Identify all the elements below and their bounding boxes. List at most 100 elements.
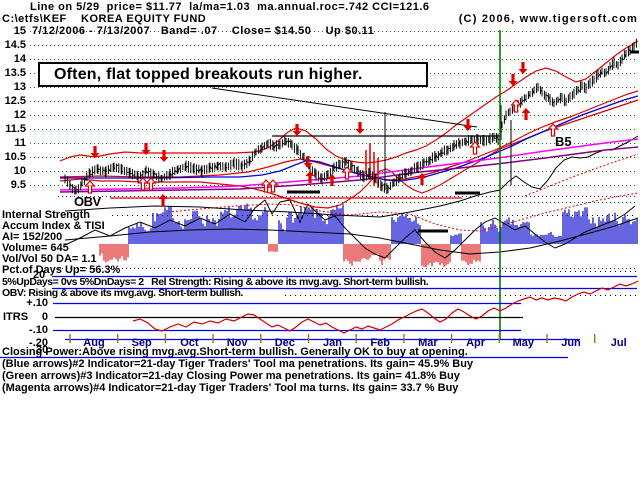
price-close-tick xyxy=(599,71,603,75)
obv-status-line: OBV: Rising & above its mvg.avg. Short-t… xyxy=(2,287,243,299)
sell-arrow-icon xyxy=(141,143,151,155)
itrs-line xyxy=(132,280,639,334)
price-close-tick xyxy=(72,185,75,188)
price-close-tick xyxy=(465,140,469,143)
b5-signal-label: B5 xyxy=(555,134,572,149)
price-close-tick xyxy=(609,65,613,69)
itrs-axis-tick: -.20 xyxy=(29,337,48,349)
month-axis-label: Dec xyxy=(274,337,295,349)
buy-arrow-hollow-icon xyxy=(510,99,522,113)
price-close-tick xyxy=(365,173,369,178)
buy-arrow-hollow-icon xyxy=(84,180,96,194)
price-close-tick xyxy=(244,162,247,166)
price-close-tick xyxy=(321,177,325,180)
header-stats-line: Line on 5/29 price= $11.77 la/ma=1.03 ma… xyxy=(30,1,430,13)
sell-arrow-icon xyxy=(292,124,302,136)
price-close-tick xyxy=(381,184,385,187)
price-close-tick xyxy=(521,99,524,102)
buy-arrow-hollow-icon xyxy=(341,166,353,180)
price-close-tick xyxy=(261,146,265,149)
price-close-tick xyxy=(169,173,173,176)
price-close-tick xyxy=(276,143,279,147)
sell-arrow-icon xyxy=(159,150,169,162)
price-close-tick xyxy=(437,152,441,157)
sell-arrow-icon xyxy=(518,62,528,74)
price-axis-tick: 10.5 xyxy=(4,151,26,163)
buy-arrow-icon xyxy=(417,173,427,185)
month-axis-label: Apr xyxy=(466,337,486,349)
price-close-tick xyxy=(107,168,111,172)
price-axis-tick: 10 xyxy=(13,165,26,177)
sell-arrow-icon xyxy=(508,74,518,86)
buy-arrow-icon xyxy=(305,171,315,183)
price-close-tick xyxy=(405,173,409,176)
file-path-title: C:\etfs\KEF KOREA EQUITY FUND xyxy=(2,13,207,25)
month-axis-label: Jan xyxy=(323,337,342,349)
mid-red-ma xyxy=(59,90,639,181)
price-close-tick xyxy=(273,144,277,149)
price-close-tick xyxy=(177,167,181,171)
blue-ma-line xyxy=(60,95,639,182)
tisi-fast-line xyxy=(64,199,636,259)
price-close-tick xyxy=(557,98,561,102)
month-axis-label: Sep xyxy=(131,337,152,349)
price-axis-tick: 14.5 xyxy=(4,39,26,51)
itrs-axis-tick-remnant: 30 xyxy=(36,344,49,356)
indicator-panel-label: Vol/Vol 50 DA= 1.1 xyxy=(2,253,97,265)
price-close-tick xyxy=(140,174,143,177)
sell-arrow-icon xyxy=(90,146,100,158)
price-close-tick xyxy=(545,94,549,97)
copyright-label: (C) 2006, www.tigersoft.com xyxy=(458,13,638,25)
price-close-tick xyxy=(153,173,156,175)
month-axis-label: May xyxy=(512,337,534,349)
itrs-axis-tick: +.10 xyxy=(26,297,48,309)
month-axis-label: Oct xyxy=(180,337,199,349)
month-axis-label: Jul xyxy=(610,337,627,349)
upper-red-band xyxy=(59,40,639,164)
price-axis-tick: 11 xyxy=(14,137,26,149)
price-close-tick xyxy=(156,176,159,179)
month-axis-label: Jun xyxy=(561,337,581,349)
obv-ma-dotted-line xyxy=(524,153,639,197)
price-close-tick xyxy=(97,168,101,171)
price-close-tick xyxy=(577,88,581,92)
footer-indicator-line: Closing Power:Above rising mvg.avg.Short… xyxy=(2,346,468,358)
price-close-tick xyxy=(83,178,87,182)
price-close-tick xyxy=(408,170,411,174)
indicator-panel-label: Accum Index & TISI xyxy=(2,220,105,232)
accum-ma-dotted-line xyxy=(167,192,639,232)
price-close-tick xyxy=(102,168,105,172)
indicator-panel-label: Internal Strength xyxy=(2,209,91,221)
buy-arrow-hollow-icon xyxy=(267,179,279,193)
obv-line xyxy=(64,135,639,218)
price-close-tick xyxy=(116,164,119,167)
price-close-tick xyxy=(621,57,625,61)
buy-arrow-hollow-icon xyxy=(547,123,559,137)
footer-indicator-line: (Green arrows)#3 Indicator=21-day Closin… xyxy=(2,370,460,382)
price-close-tick xyxy=(342,161,345,163)
indicator-panel-label: AI= 152/200 xyxy=(2,231,63,243)
month-axis-label: Feb xyxy=(370,337,390,349)
price-close-tick xyxy=(246,161,249,163)
price-axis-tick: 15 xyxy=(13,25,26,37)
price-close-tick xyxy=(217,162,221,166)
price-close-tick xyxy=(453,144,457,148)
buy-arrow-icon xyxy=(158,194,168,206)
sell-arrow-icon xyxy=(355,122,365,134)
itrs-axis-tick: -.10 xyxy=(29,324,48,336)
buy-arrow-hollow-icon xyxy=(469,141,481,155)
price-close-tick xyxy=(318,177,321,180)
itrs-axis-tick: 0 xyxy=(41,311,48,323)
price-close-tick xyxy=(399,176,403,179)
price-close-tick xyxy=(214,164,218,169)
buy-arrow-hollow-icon xyxy=(145,177,157,191)
month-axis-label: Aug xyxy=(83,337,105,349)
price-close-tick xyxy=(493,136,497,140)
itrs-pane-label: ITRS xyxy=(3,311,29,323)
price-close-tick xyxy=(174,169,177,173)
sell-arrow-icon xyxy=(303,156,313,168)
price-axis-tick: 12 xyxy=(13,109,26,121)
price-close-tick xyxy=(185,165,189,169)
